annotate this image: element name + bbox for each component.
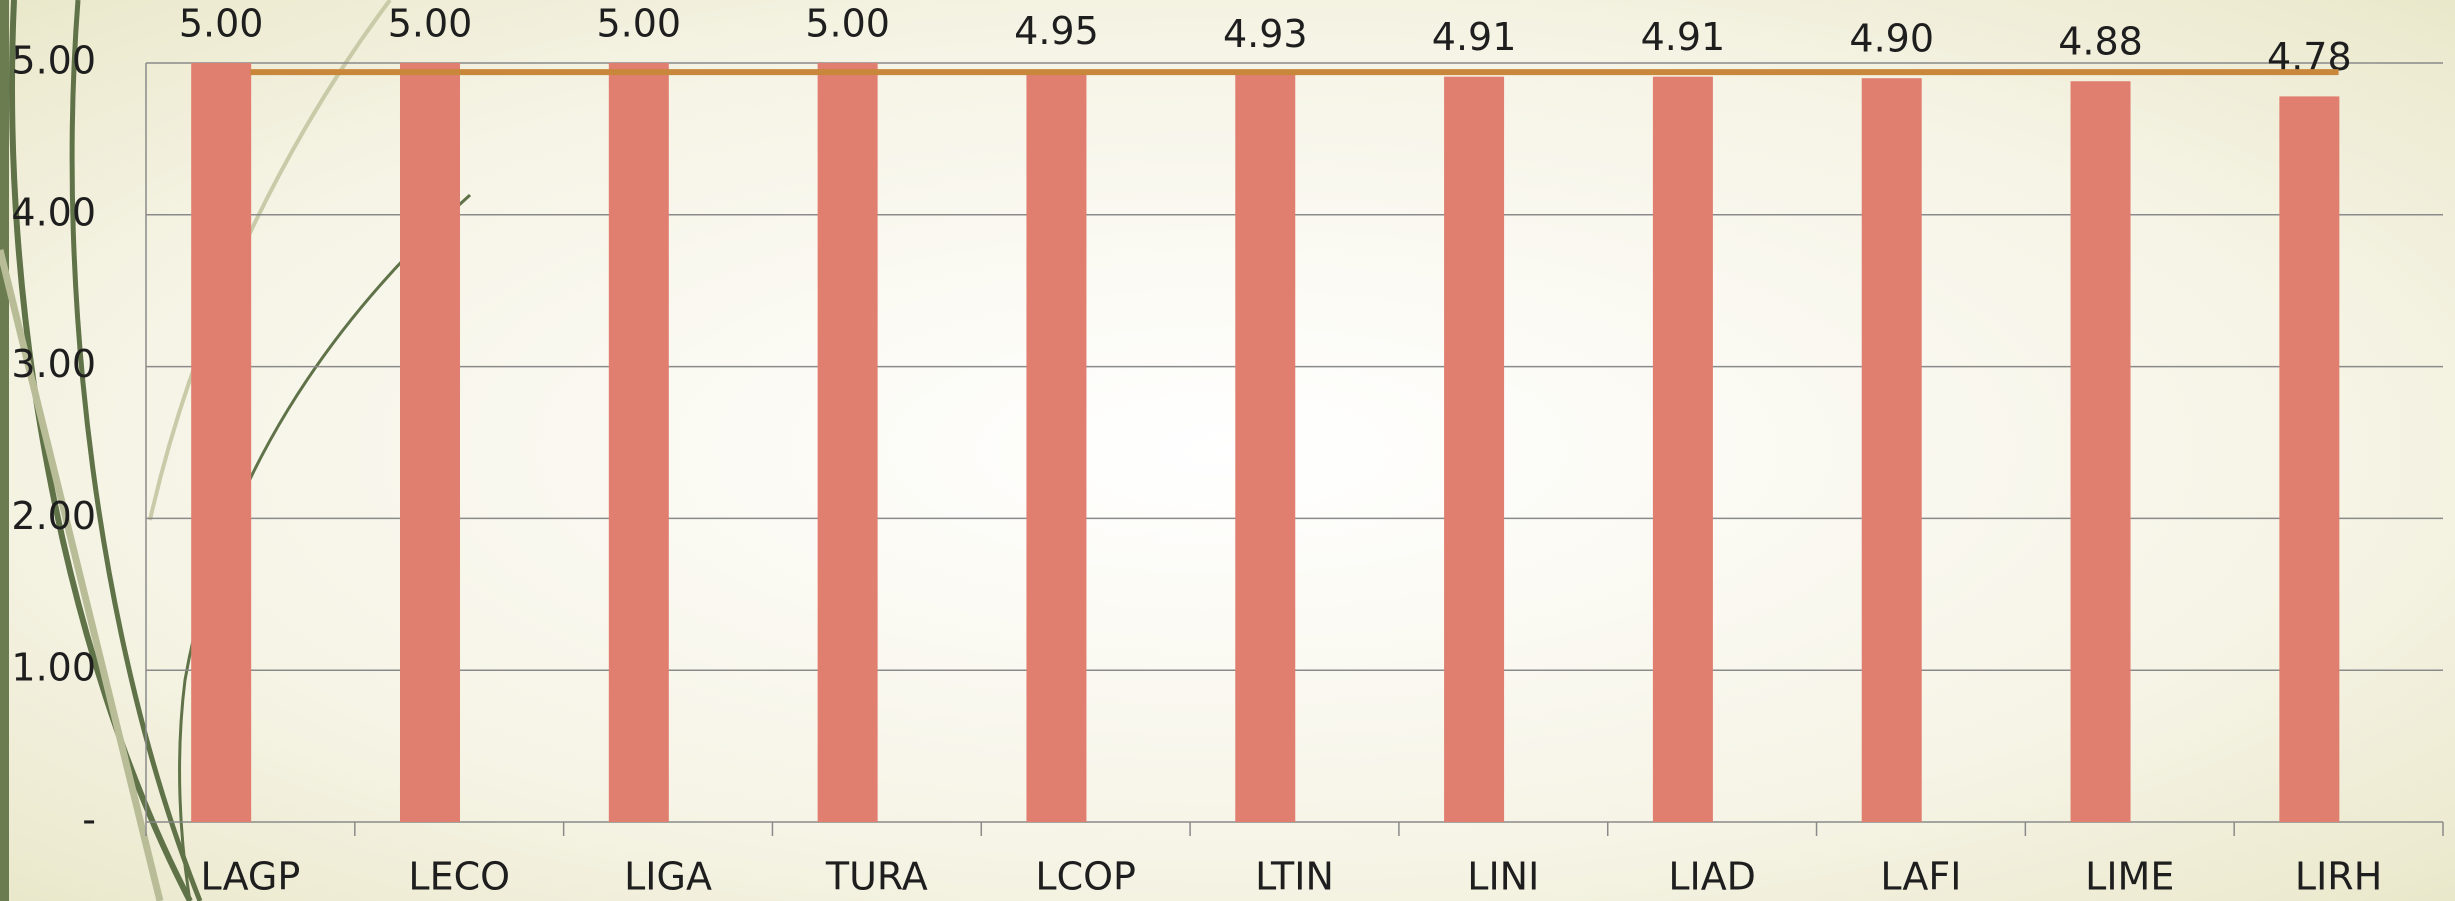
y-tick-label: 4.00 (11, 190, 96, 234)
bar (1444, 76, 1505, 823)
decoration (0, 0, 471, 901)
bar (608, 63, 669, 822)
x-tick-label: LAGP (201, 855, 301, 899)
x-tick-label: TURA (825, 855, 928, 899)
value-label: 4.90 (1849, 17, 1934, 61)
value-label: 4.91 (1432, 15, 1517, 59)
bar (399, 63, 460, 822)
bar (1235, 73, 1296, 823)
value-label: 5.00 (597, 2, 682, 46)
x-tick-label: LAFI (1880, 855, 1961, 899)
x-tick-label: LIME (2085, 855, 2174, 899)
bar (817, 63, 878, 822)
bar (1861, 78, 1922, 823)
left-bar (0, 0, 9, 901)
value-label: 4.88 (2058, 20, 2143, 64)
bar (2279, 96, 2340, 822)
y-tick-label: 3.00 (11, 342, 96, 386)
value-label: 4.95 (1014, 9, 1099, 53)
bar (1026, 70, 1087, 823)
bar (191, 63, 252, 822)
value-label: 5.00 (388, 2, 473, 46)
y-tick-label: - (82, 798, 96, 842)
y-tick-label: 1.00 (11, 646, 96, 690)
x-tick-label: LCOP (1035, 855, 1136, 899)
curve (69, 0, 203, 901)
curve (148, 0, 392, 521)
value-label: 4.91 (1641, 15, 1726, 59)
x-tick-label: LIGA (624, 855, 712, 899)
x-tick-label: LECO (408, 855, 510, 899)
curve (9, 0, 193, 901)
value-label: 5.00 (805, 2, 890, 46)
y-tick-label: 5.00 (11, 39, 96, 83)
bar (1652, 76, 1713, 823)
x-tick-label: LTIN (1255, 855, 1334, 899)
y-tick-label: 2.00 (11, 494, 96, 538)
curve (0, 249, 164, 901)
x-tick-label: LIRH (2295, 855, 2382, 899)
value-label: 5.00 (179, 2, 264, 46)
bar (2070, 81, 2131, 822)
value-label: 4.93 (1223, 12, 1308, 56)
x-tick-label: LIAD (1668, 855, 1756, 899)
x-tick-label: LINI (1467, 855, 1539, 899)
